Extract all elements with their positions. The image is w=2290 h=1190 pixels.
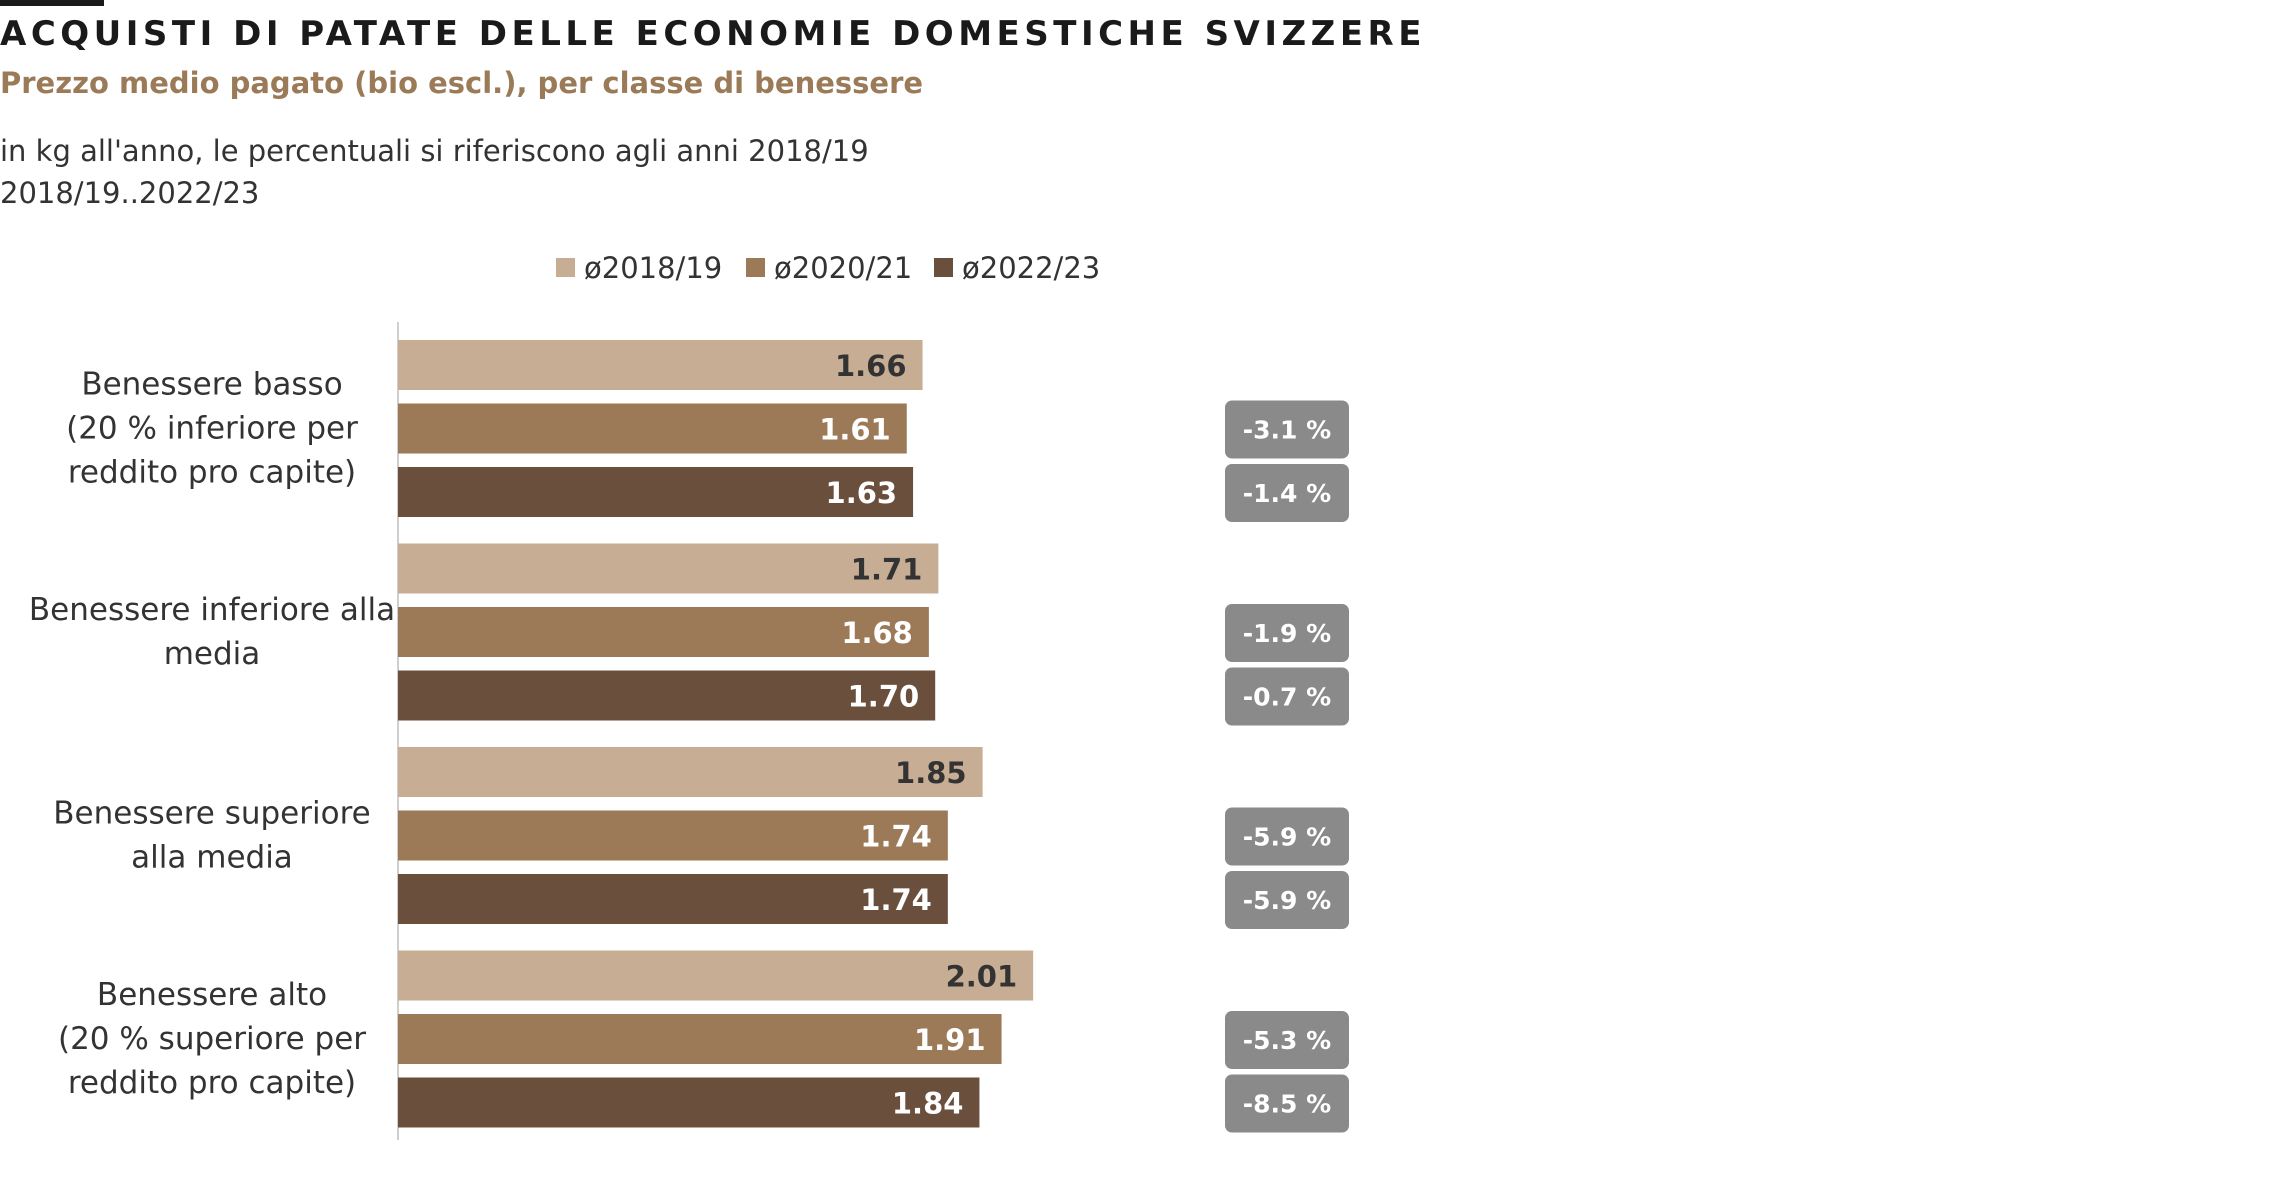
unit-note: in kg all'anno, le percentuali si riferi… <box>0 134 869 168</box>
legend-swatch <box>746 258 765 277</box>
bar <box>398 1014 1002 1064</box>
legend-swatch <box>934 258 953 277</box>
bar-value-label: 1.91 <box>914 1023 986 1057</box>
legend-item: ø2018/19 <box>556 251 722 285</box>
change-badge-label: -5.3 % <box>1243 1026 1331 1055</box>
change-badge-bg <box>1225 667 1349 726</box>
bar-value-label: 1.85 <box>895 756 967 790</box>
category-label: Benessere superiore alla media <box>53 796 370 876</box>
bar <box>398 874 948 924</box>
change-badge: -1.9 % <box>1225 604 1349 662</box>
legend-item: ø2022/23 <box>934 251 1100 285</box>
category-label-line: reddito pro capite) <box>68 1065 356 1101</box>
change-badge-label: -1.9 % <box>1243 619 1331 648</box>
legend-swatch <box>556 258 575 277</box>
legend-label: ø2020/21 <box>774 251 912 285</box>
legend-item: ø2020/21 <box>746 251 912 285</box>
bar-value-label: 1.74 <box>860 820 932 854</box>
category-label-line: Benessere alto <box>97 977 327 1013</box>
period-note: 2018/19..2022/23 <box>0 176 260 210</box>
change-badge-bg <box>1225 871 1349 929</box>
category-label: Benessere alto (20 % superiore per reddito… <box>58 977 366 1101</box>
bar-value-label: 1.84 <box>892 1087 964 1121</box>
change-badge-bg <box>1225 400 1349 459</box>
change-badge: -5.3 % <box>1225 1011 1349 1069</box>
legend-label: ø2018/19 <box>584 251 722 285</box>
change-badge: -5.9 % <box>1225 807 1349 866</box>
change-badge: -5.9 % <box>1225 871 1349 929</box>
bar <box>398 543 939 594</box>
change-badge-bg <box>1225 464 1349 522</box>
category-label-line: (20 % superiore per <box>58 1021 366 1057</box>
bar-value-label: 1.71 <box>851 553 923 587</box>
chart-title: ACQUISTI DI PATATE DELLE ECONOMIE DOMEST… <box>0 14 1426 54</box>
category-label-line: alla media <box>131 840 293 876</box>
bar-value-label: 1.70 <box>848 680 920 714</box>
change-badge-bg <box>1225 807 1349 866</box>
change-badge-label: -0.7 % <box>1243 683 1331 712</box>
change-badge: -3.1 % <box>1225 400 1349 459</box>
bar-value-label: 1.61 <box>819 413 891 447</box>
change-badge: -8.5 % <box>1225 1074 1349 1133</box>
change-badge-bg <box>1225 1011 1349 1069</box>
change-badge: -0.7 % <box>1225 667 1349 726</box>
change-badge-bg <box>1225 1074 1349 1133</box>
chart-subtitle: Prezzo medio pagato (bio escl.), per cla… <box>0 66 924 100</box>
change-badge-label: -8.5 % <box>1243 1090 1331 1119</box>
bar <box>398 747 983 797</box>
bar-value-label: 1.74 <box>860 883 932 917</box>
change-badge-bg <box>1225 604 1349 662</box>
bar <box>398 607 929 657</box>
bar <box>398 670 936 721</box>
category-label: Benessere inferiore alla media <box>29 592 395 672</box>
bar-value-label: 1.66 <box>835 349 907 383</box>
bar <box>398 403 907 454</box>
title-rule <box>0 0 104 6</box>
bar <box>398 1077 980 1128</box>
bar-value-label: 2.01 <box>946 960 1018 994</box>
bar-value-label: 1.68 <box>841 616 913 650</box>
category-label-line: Benessere basso <box>81 367 342 403</box>
category-label-line: media <box>164 636 261 672</box>
change-badge-label: -1.4 % <box>1243 479 1331 508</box>
category-label-line: reddito pro capite) <box>68 455 356 491</box>
legend-label: ø2022/23 <box>962 251 1100 285</box>
bar <box>398 467 914 517</box>
change-badge-label: -3.1 % <box>1243 416 1331 445</box>
category-label: Benessere basso (20 % inferiore per reddit… <box>66 367 358 491</box>
category-label-line: Benessere inferiore alla <box>29 592 395 628</box>
category-label-line: Benessere superiore <box>53 796 370 832</box>
change-badge-label: -5.9 % <box>1243 823 1331 852</box>
category-label-line: (20 % inferiore per <box>66 411 358 447</box>
change-badge-label: -5.9 % <box>1243 886 1331 915</box>
bar <box>398 810 948 861</box>
bar-value-label: 1.63 <box>826 476 898 510</box>
bar <box>398 340 923 390</box>
bar <box>398 950 1034 1001</box>
change-badge: -1.4 % <box>1225 464 1349 522</box>
